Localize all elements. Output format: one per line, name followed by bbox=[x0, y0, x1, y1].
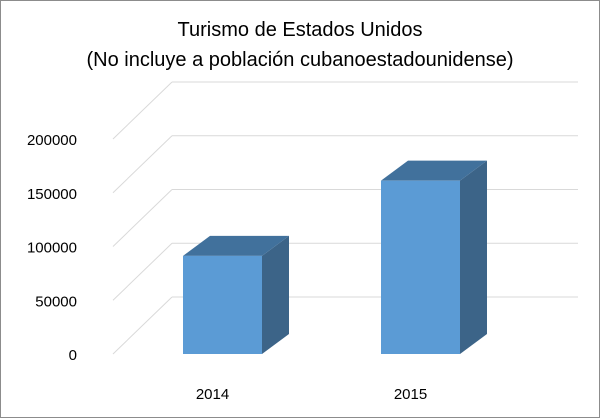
gridline-diagonal bbox=[112, 135, 173, 194]
bar-2014 bbox=[183, 235, 289, 354]
gridline-diagonal bbox=[112, 81, 173, 140]
x-tick-label: 2014 bbox=[196, 386, 229, 403]
chart-subtitle: (No incluye a población cubanoestadounid… bbox=[86, 49, 514, 71]
y-tick-label: 0 bbox=[69, 347, 77, 364]
x-axis-tick-labels: 2014 2015 bbox=[196, 386, 427, 403]
gridlines bbox=[112, 81, 578, 355]
gridline-diagonal bbox=[112, 189, 173, 247]
bar-top-face bbox=[183, 235, 289, 256]
chart-title: Turismo de Estados Unidos bbox=[177, 19, 423, 41]
y-tick-label: 50000 bbox=[35, 293, 77, 310]
gridline-diagonal bbox=[112, 296, 173, 355]
y-axis-tick-labels: 0 50000 100000 150000 200000 bbox=[27, 132, 77, 364]
y-tick-label: 100000 bbox=[27, 240, 77, 257]
y-tick-label: 150000 bbox=[27, 186, 77, 203]
y-tick-label: 200000 bbox=[27, 132, 77, 149]
bar-side-face bbox=[460, 160, 487, 354]
bars bbox=[183, 160, 487, 354]
bar-top-face bbox=[381, 160, 487, 181]
x-tick-label: 2015 bbox=[394, 386, 427, 403]
bar-2015 bbox=[381, 160, 487, 354]
bar-front-face bbox=[381, 180, 460, 354]
bar-side-face bbox=[262, 235, 289, 354]
gridline-diagonal bbox=[112, 242, 173, 301]
bar-front-face bbox=[183, 255, 262, 354]
